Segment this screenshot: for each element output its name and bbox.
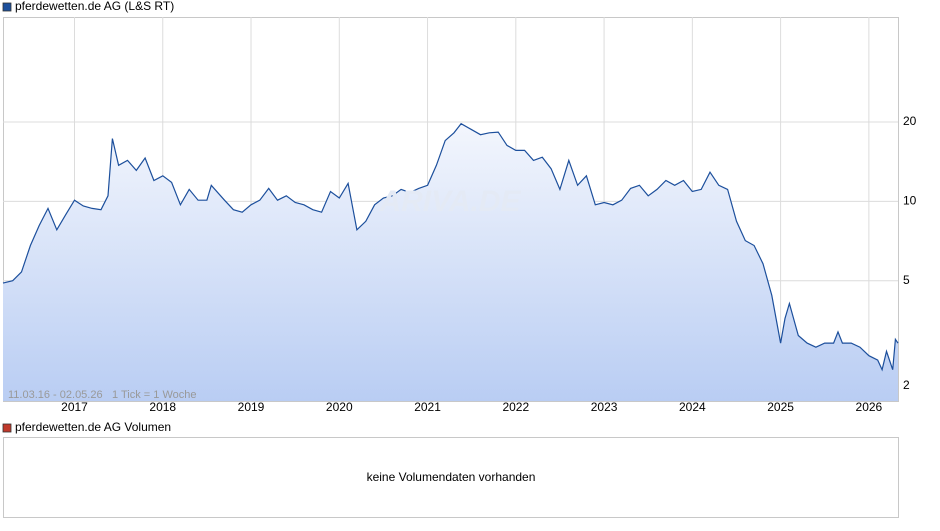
x-tick-label: 2023 [591,400,618,414]
legend-label: pferdewetten.de AG Volumen [15,420,171,434]
watermark: ARIVA.DE [378,185,521,218]
annotation: 1 Tick = 1 Woche [112,389,196,401]
price-area [3,123,898,401]
price-line [2,122,899,372]
y-tick-label: 20 [903,114,917,128]
annotation: 11.03.16 - 02.05.26 [8,389,103,401]
x-tick-label: 2019 [238,400,265,414]
y-tick-label: 5 [903,273,910,287]
marks [2,122,899,401]
x-tick-label: 2025 [767,400,794,414]
x-tick-label: 2022 [502,400,529,414]
x-tick-label: 2017 [61,400,88,414]
x-tick-label: 2024 [679,400,706,414]
legend-swatch [2,423,12,433]
legend-label: pferdewetten.de AG (L&S RT) [15,0,174,13]
empty-message: keine Volumendaten vorhanden [367,470,536,484]
volume-panel [3,437,899,518]
y-tick-label: 2 [903,378,910,392]
y-tick-label: 10 [903,194,917,208]
legend-swatch [2,2,12,12]
x-tick-label: 2026 [856,400,883,414]
x-tick-label: 2021 [414,400,441,414]
x-tick-label: 2018 [149,400,176,414]
x-tick-label: 2020 [326,400,353,414]
